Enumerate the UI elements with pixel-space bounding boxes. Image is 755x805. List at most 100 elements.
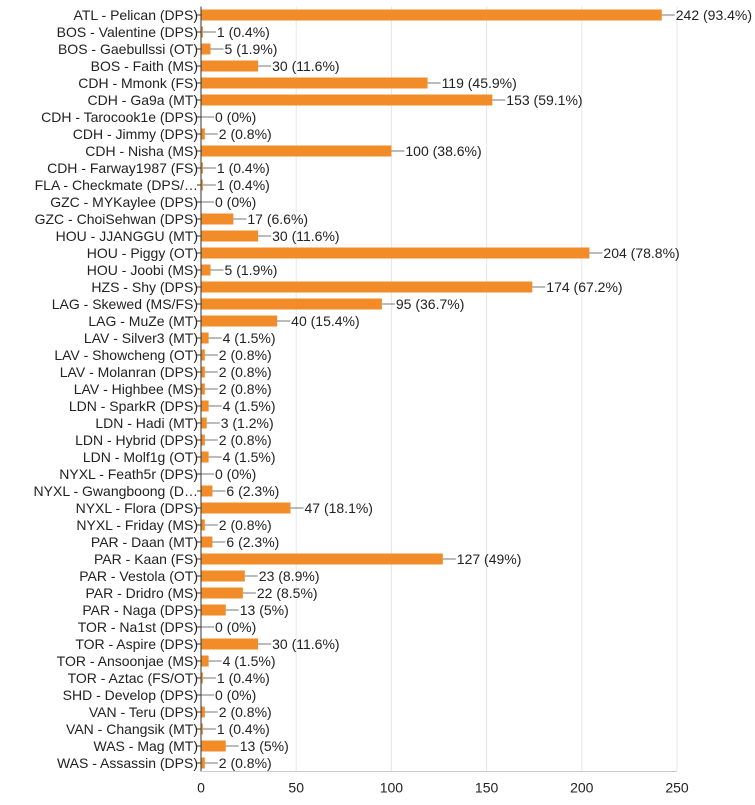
data-label: 23 (8.9%) (259, 568, 320, 584)
data-label: 2 (0.8%) (219, 432, 272, 448)
data-label: 127 (49%) (457, 551, 522, 567)
data-label: 95 (36.7%) (396, 296, 464, 312)
bar (201, 485, 213, 497)
data-label: 17 (6.6%) (247, 211, 308, 227)
data-label: 2 (0.8%) (219, 704, 272, 720)
data-label: 6 (2.3%) (226, 483, 279, 499)
bar (201, 757, 205, 769)
x-tick-label: 100 (380, 780, 404, 796)
bar (201, 417, 207, 429)
bar (201, 553, 443, 565)
category-label: TOR - Aztac (FS/OT) (68, 670, 198, 686)
category-label: TOR - Aspire (DPS) (75, 636, 198, 652)
data-label: 5 (1.9%) (225, 41, 278, 57)
axes: 0 50 100 150 200 250 (197, 6, 689, 796)
category-label: NYXL - Flora (DPS) (76, 500, 198, 516)
category-label: LDN - SparkR (DPS) (69, 398, 198, 414)
data-label: 0 (0%) (215, 109, 256, 125)
data-label: 30 (11.6%) (272, 636, 339, 652)
data-label: 204 (78.8%) (603, 245, 679, 261)
category-label: LAV - Silver3 (MT) (84, 330, 198, 346)
category-label: VAN - Changsik (MT) (66, 721, 198, 737)
category-label: HOU - Piggy (OT) (87, 245, 198, 261)
data-label: 2 (0.8%) (219, 755, 272, 771)
data-label: 242 (93.4%) (676, 7, 752, 23)
bar (201, 26, 203, 38)
category-label: NYXL - Gwangboong (D… (34, 483, 198, 499)
category-label: CDH - Jimmy (DPS) (73, 126, 198, 142)
bar (201, 638, 259, 650)
category-label: NYXL - Friday (MS) (76, 517, 198, 533)
category-label: HOU - JJANGGU (MT) (56, 228, 198, 244)
data-label: 1 (0.4%) (217, 177, 270, 193)
bar (201, 162, 203, 174)
category-label: BOS - Faith (MS) (91, 58, 198, 74)
bar (201, 179, 203, 191)
data-label: 13 (5%) (240, 738, 289, 754)
data-label: 2 (0.8%) (219, 126, 272, 142)
category-label: CDH - Farway1987 (FS) (47, 160, 198, 176)
category-label: LAG - Skewed (MS/FS) (52, 296, 198, 312)
bar (201, 332, 209, 344)
category-label: TOR - Ansoonjae (MS) (57, 653, 198, 669)
bar (201, 213, 234, 225)
category-label: HZS - Shy (DPS) (91, 279, 198, 295)
bar (201, 366, 205, 378)
bar (201, 706, 205, 718)
category-label: BOS - Gaebullssi (OT) (58, 41, 198, 57)
bar (201, 145, 392, 157)
x-tick-label: 150 (475, 780, 499, 796)
category-label: VAN - Teru (DPS) (89, 704, 198, 720)
bar (201, 43, 211, 55)
bar (201, 519, 205, 531)
category-label: CDH - Tarocook1e (DPS) (41, 109, 198, 125)
category-label: LAV - Showcheng (OT) (54, 347, 198, 363)
data-label: 4 (1.5%) (223, 653, 276, 669)
labels: ATL - Pelican (DPS) 242 (93.4%) BOS - Vale… (34, 7, 753, 771)
data-label: 6 (2.3%) (226, 534, 279, 550)
category-label: WAS - Mag (MT) (94, 738, 198, 754)
data-label: 2 (0.8%) (219, 364, 272, 380)
bar (201, 502, 291, 514)
bar (201, 536, 213, 548)
category-label: WAS - Assassin (DPS) (57, 755, 198, 771)
category-label: LAG - MuZe (MT) (88, 313, 198, 329)
category-label: LDN - Hybrid (DPS) (75, 432, 198, 448)
category-label: PAR - Daan (MT) (91, 534, 198, 550)
data-label: 30 (11.6%) (272, 228, 339, 244)
bar (201, 672, 203, 684)
category-label: PAR - Vestola (OT) (79, 568, 198, 584)
x-tick-label: 50 (288, 780, 304, 796)
category-label: PAR - Dridro (MS) (85, 585, 198, 601)
category-label: GZC - ChoiSehwan (DPS) (35, 211, 198, 227)
category-label: PAR - Naga (DPS) (82, 602, 198, 618)
data-label: 2 (0.8%) (219, 517, 272, 533)
category-label: SHD - Develop (DPS) (63, 687, 198, 703)
category-label: GZC - MYKaylee (DPS) (50, 194, 198, 210)
bar (201, 570, 245, 582)
bar (201, 655, 209, 667)
data-label: 4 (1.5%) (223, 449, 276, 465)
data-label: 1 (0.4%) (217, 160, 270, 176)
data-label: 0 (0%) (215, 194, 256, 210)
data-label: 40 (15.4%) (291, 313, 359, 329)
x-tick-label: 200 (570, 780, 594, 796)
category-label: CDH - Ga9a (MT) (88, 92, 198, 108)
data-label: 119 (45.9%) (442, 75, 517, 91)
bar (201, 94, 493, 106)
category-label: LDN - Hadi (MT) (95, 415, 198, 431)
data-label: 3 (1.2%) (221, 415, 274, 431)
data-label: 5 (1.9%) (225, 262, 278, 278)
data-label: 47 (18.1%) (304, 500, 372, 516)
bar (201, 451, 209, 463)
bar (201, 9, 662, 21)
bar (201, 740, 226, 752)
data-label: 22 (8.5%) (257, 585, 318, 601)
bar (201, 298, 382, 310)
category-label: TOR - Na1st (DPS) (78, 619, 198, 635)
data-label: 4 (1.5%) (223, 330, 276, 346)
bars (201, 9, 662, 769)
category-label: FLA - Checkmate (DPS/… (35, 177, 198, 193)
bar (201, 281, 533, 293)
